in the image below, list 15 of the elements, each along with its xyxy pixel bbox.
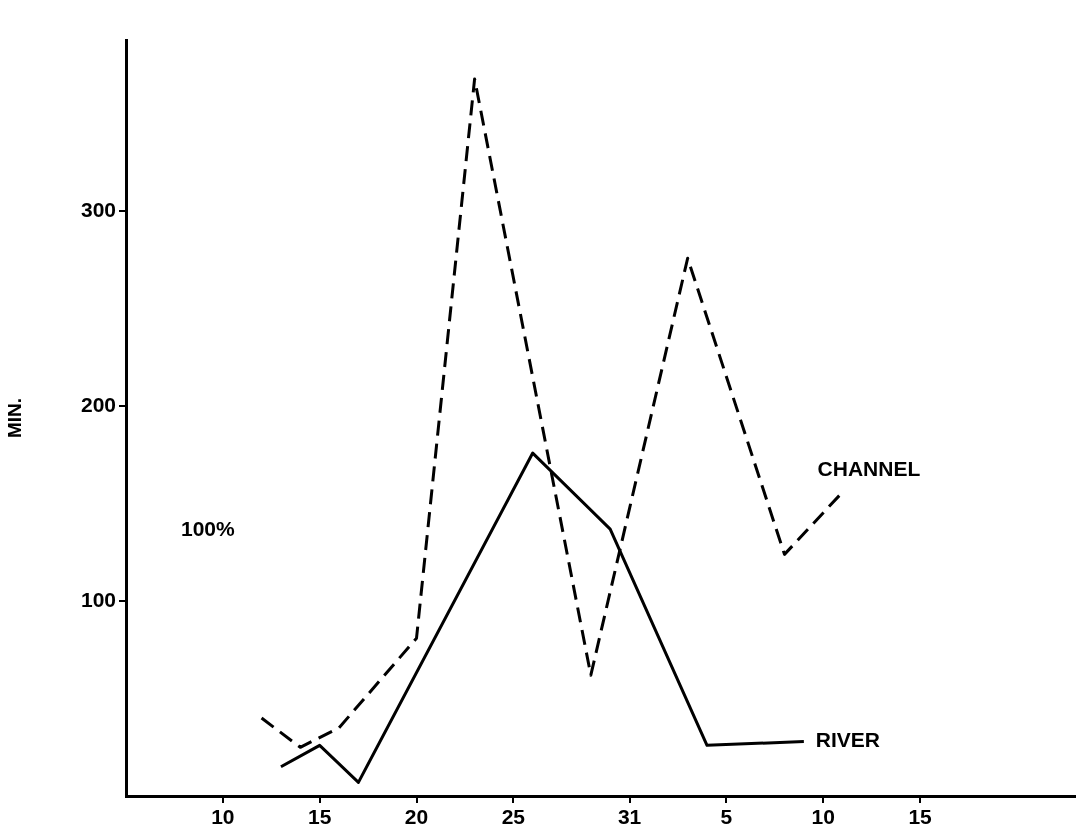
series-label: CHANNEL xyxy=(817,456,921,480)
x-tick-label: 20 xyxy=(404,805,429,829)
x-tick-label: 10 xyxy=(211,805,235,829)
x-tick-label: 15 xyxy=(908,805,933,829)
x-tick-label: 25 xyxy=(501,805,526,829)
y-tick-label: 300 xyxy=(80,198,116,222)
x-tick-label: 15 xyxy=(307,805,332,829)
y-tick-label: 100 xyxy=(80,587,116,611)
y-tick-label: 200 xyxy=(80,393,116,417)
x-tick-label: 31 xyxy=(617,805,642,829)
x-tick-label: 10 xyxy=(811,805,835,829)
annotation: 100% xyxy=(181,516,236,540)
y-axis-title: MIN. xyxy=(3,397,25,439)
series-label: RIVER xyxy=(815,728,881,752)
x-tick-label: 5 xyxy=(720,805,733,829)
